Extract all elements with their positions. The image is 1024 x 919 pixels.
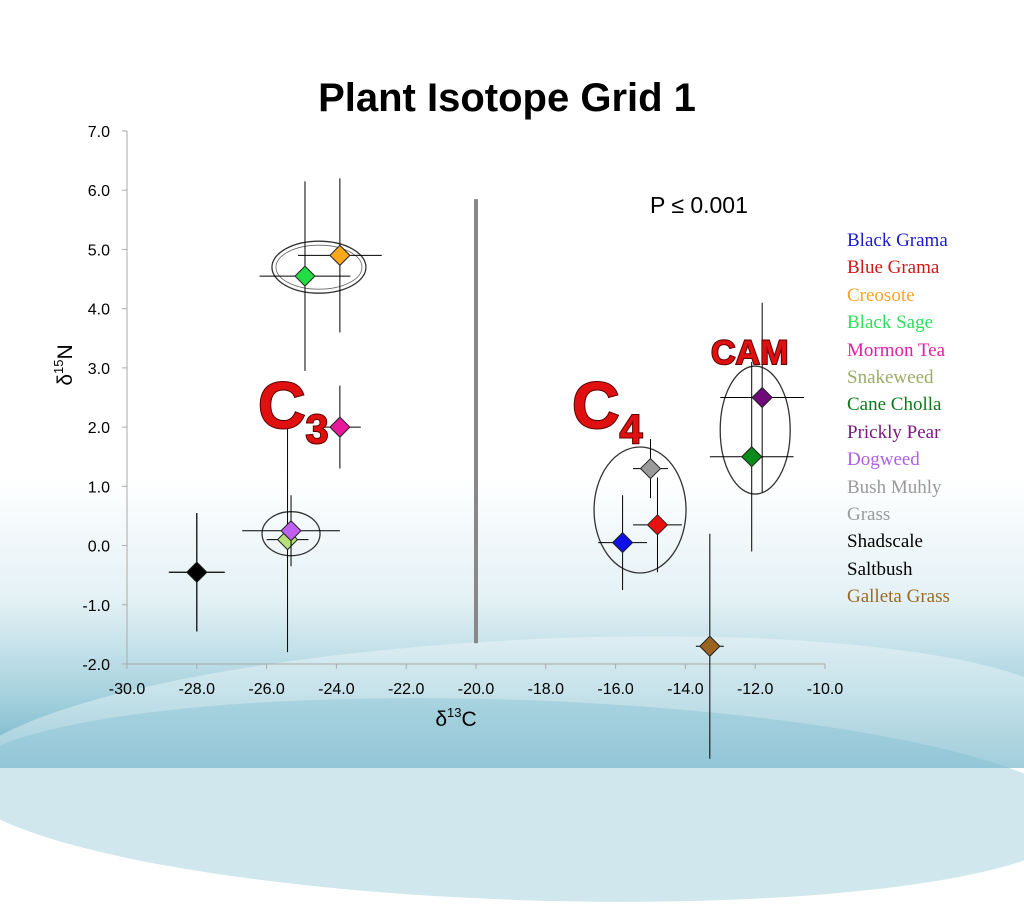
x-tick-label: -14.0 (667, 681, 704, 698)
x-tick-label: -18.0 (528, 681, 565, 698)
cam-label: CAM (711, 334, 788, 372)
x-tick-label: -24.0 (318, 681, 355, 698)
data-point-blue-grama (646, 514, 669, 536)
data-point-black-grama (611, 531, 634, 554)
c3-upper-group-ellipse (271, 240, 367, 294)
x-tick-label: -30.0 (109, 681, 146, 698)
chart-legend: Black Grama Blue Grama Creosote Black Sage M… (847, 227, 950, 611)
data-point-galleta-grass (699, 635, 721, 657)
data-point-mormon-tea (329, 416, 351, 438)
legend-item: Snakeweed (847, 367, 934, 389)
legend-item: Blue Grama (847, 257, 940, 279)
legend-item: Mormon Tea (847, 339, 946, 361)
y-tick-label: -1.0 (82, 598, 110, 615)
legend-item: Creosote (847, 284, 915, 306)
y-axis-label: δ15N (51, 344, 77, 385)
cam-group-ellipse (719, 365, 791, 495)
x-tick-label: -28.0 (179, 681, 216, 698)
data-point-dogweed (280, 520, 302, 542)
y-tick-label: 6.0 (88, 183, 110, 200)
scatter-chart: 7.0 6.0 5.0 4.0 3.0 2.0 1.0 0.0 -1.0 -2.0 -30.0 -28… (51, 124, 844, 759)
legend-item: Cane Cholla (847, 394, 942, 416)
data-point-black-sage (294, 265, 316, 287)
y-tick-label: 7.0 (88, 124, 110, 141)
legend-item: Grass (847, 504, 891, 526)
y-tick-label: 2.0 (88, 420, 110, 437)
y-tick-label: 4.0 (88, 302, 110, 319)
legend-item: Black Sage (847, 312, 934, 334)
data-point-bush-muhly-grass (639, 457, 662, 480)
y-tick-label: 3.0 (88, 361, 110, 378)
data-point-prickly-pear (751, 386, 773, 409)
legend-item: Bush Muhly (847, 476, 942, 498)
x-tick-label: -16.0 (597, 681, 634, 698)
y-tick-label: 1.0 (88, 479, 110, 496)
x-tick-label: -26.0 (248, 681, 285, 698)
p-value-label: P ≤ 0.001 (650, 192, 748, 218)
legend-item: Black Grama (847, 230, 948, 251)
legend-item: Shadscale (847, 531, 923, 553)
y-tick-label: 5.0 (88, 242, 110, 259)
c4-label: C4 (572, 368, 643, 452)
x-axis-label: δ13C (435, 705, 476, 731)
data-point-creosote (329, 244, 351, 267)
x-tick-label: -10.0 (807, 681, 844, 698)
x-tick-label: -20.0 (458, 681, 495, 698)
legend-item: Dogweed (847, 449, 920, 471)
data-point-saltbush (186, 561, 208, 583)
legend-item: Saltbush (847, 558, 913, 580)
chart-title: Plant Isotope Grid 1 (318, 76, 696, 120)
legend-item: Prickly Pear (847, 421, 941, 443)
y-tick-label: -2.0 (82, 657, 110, 674)
legend-item: Galleta Grass (847, 586, 950, 608)
x-tick-label: -12.0 (737, 681, 774, 698)
y-tick-label: 0.0 (88, 539, 110, 556)
x-tick-label: -22.0 (388, 681, 425, 698)
c3-label: C3 (258, 368, 328, 452)
c3-upper-group-ellipse-inner (275, 244, 363, 290)
c4-group-ellipse (593, 446, 687, 574)
data-point-cane-cholla (741, 446, 763, 468)
